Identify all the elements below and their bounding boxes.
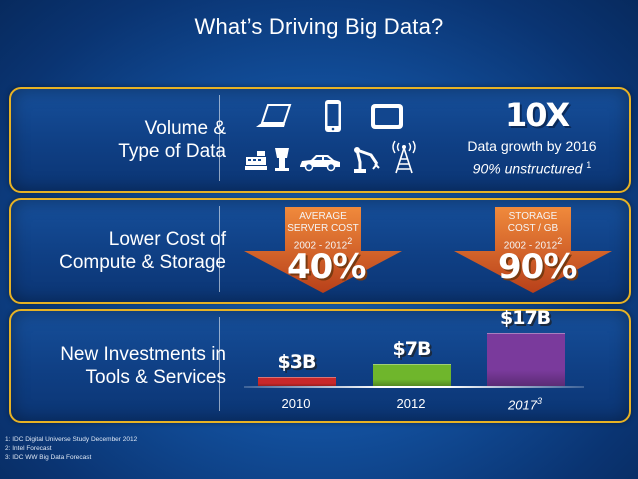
data-growth-headline: 10X	[505, 96, 570, 134]
investments-divider	[219, 317, 220, 411]
volume-label-line1: Volume &	[144, 118, 226, 139]
server-cost-footnote-ref: 2	[347, 236, 353, 246]
server-cost-caption: AVERAGE SERVER COST 2002 - 20122	[283, 211, 363, 252]
unstructured-footnote-ref: 1	[586, 160, 592, 170]
laptop-icon	[256, 104, 292, 127]
tablet-icon	[371, 104, 403, 129]
investment-bar-2012	[373, 364, 451, 386]
signal-tower-icon	[392, 140, 416, 174]
investment-bar-2010	[258, 377, 336, 386]
kiosk-icon	[275, 148, 289, 171]
server-cost-years: 2002 - 2012	[293, 240, 348, 252]
cost-label-line2: Compute & Storage	[59, 252, 226, 273]
data-growth-text: Data growth by 2016 90% unstructured 1	[452, 137, 612, 179]
footnote-1: 1: IDC Digital Universe Study December 2…	[5, 436, 138, 443]
year-label-2017: 20173	[495, 396, 555, 412]
year-label-2010: 2010	[281, 396, 311, 411]
footnotes: 1: IDC Digital Universe Study December 2…	[5, 435, 137, 462]
year-2017-text: 2017	[508, 397, 537, 413]
cash-register-icon	[245, 151, 267, 170]
volume-divider	[219, 95, 220, 181]
investments-label-line1: New Investments in	[60, 344, 226, 365]
footnote-3: 3: IDC WW Big Data Forecast	[5, 454, 92, 461]
server-cost-percent: 40%	[287, 247, 366, 287]
cost-label-line1: Lower Cost of	[108, 229, 226, 250]
server-cost-line1: AVERAGE	[299, 211, 347, 222]
unstructured-line: 90% unstructured	[472, 160, 583, 177]
server-cost-down-arrow	[244, 207, 402, 293]
robot-arm-icon	[354, 147, 380, 173]
storage-cost-line2: COST / GB	[507, 223, 559, 234]
storage-cost-years: 2002 - 2012	[503, 240, 558, 252]
volume-panel	[9, 87, 631, 193]
investment-bar-label-2017: $17B	[500, 307, 551, 329]
footnote-2: 2: Intel Forecast	[5, 445, 52, 452]
slide-title: What’s Driving Big Data?	[194, 14, 444, 39]
volume-label: Volume & Type of Data	[118, 117, 226, 163]
investment-bar-label-2012: $7B	[392, 338, 432, 360]
cost-label: Lower Cost of Compute & Storage	[59, 228, 226, 274]
year-2017-footnote-ref: 3	[536, 396, 542, 406]
storage-cost-caption: STORAGE COST / GB 2002 - 20122	[493, 211, 573, 252]
storage-cost-line1: STORAGE	[508, 211, 558, 222]
year-label-2012: 2012	[396, 396, 426, 411]
chart-baseline	[244, 386, 584, 388]
storage-cost-down-arrow	[454, 207, 612, 293]
volume-label-line2: Type of Data	[118, 141, 226, 162]
investment-bar-2017	[487, 333, 565, 386]
investment-bar-label-2010: $3B	[277, 351, 317, 373]
smartphone-icon	[325, 100, 341, 132]
storage-cost-percent: 90%	[498, 247, 577, 287]
investments-label-line2: Tools & Services	[85, 367, 226, 388]
storage-cost-footnote-ref: 2	[557, 236, 563, 246]
car-icon	[300, 155, 340, 172]
cost-divider	[219, 206, 220, 292]
investments-label: New Investments in Tools & Services	[60, 343, 226, 389]
server-cost-line2: SERVER COST	[287, 223, 359, 234]
growth-line: Data growth by 2016	[467, 138, 597, 154]
